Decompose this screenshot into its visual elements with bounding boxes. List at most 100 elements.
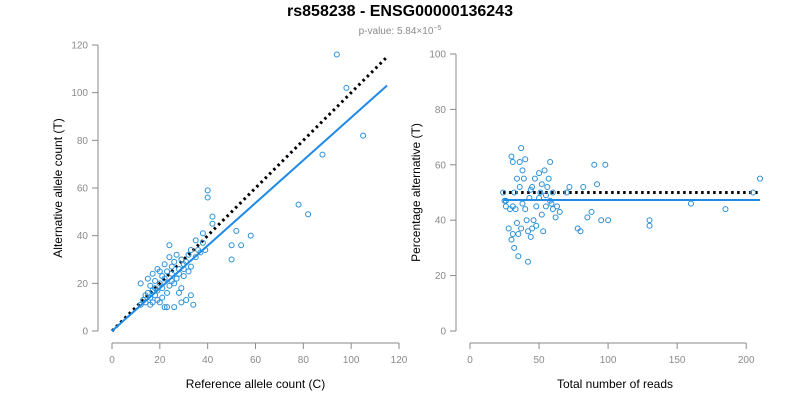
left-y-tick-label: 20 xyxy=(77,279,89,290)
left-data-point xyxy=(343,84,350,91)
left-data-point xyxy=(171,280,178,287)
right-data-point xyxy=(518,145,525,152)
right-data-point xyxy=(542,203,549,210)
left-data-point xyxy=(228,256,235,263)
left-data-point xyxy=(183,297,190,304)
right-data-point xyxy=(598,217,605,224)
right-y-tick-label: 100 xyxy=(429,50,446,61)
right-y-tick-label: 0 xyxy=(440,327,446,338)
right-data-point xyxy=(526,195,533,202)
right-data-point xyxy=(529,225,536,232)
right-data-point xyxy=(594,181,601,188)
right-data-point xyxy=(522,156,529,163)
right-y-tick-label: 60 xyxy=(435,160,447,171)
left-data-point xyxy=(187,246,194,253)
p-value-exponent: −5 xyxy=(433,25,442,32)
left-data-point xyxy=(168,263,175,270)
left-data-point xyxy=(204,194,211,201)
left-x-axis-title: Reference allele count (C) xyxy=(186,377,325,391)
right-data-point xyxy=(545,175,552,182)
figure-title: rs858238 - ENSG00000136243 xyxy=(287,3,513,20)
right-data-point xyxy=(518,225,525,232)
right-data-point xyxy=(556,208,563,215)
left-y-tick-label: 0 xyxy=(82,327,88,338)
right-data-point xyxy=(502,203,509,210)
right-data-point xyxy=(533,203,540,210)
right-data-point xyxy=(605,217,612,224)
right-data-point xyxy=(549,189,556,196)
left-data-point xyxy=(190,301,197,308)
right-data-point xyxy=(500,189,507,196)
left-x-tick-label: 120 xyxy=(391,355,408,366)
left-data-point xyxy=(178,256,185,263)
right-y-axis-title: Percentage alternative (T) xyxy=(409,123,423,262)
left-data-point xyxy=(209,220,216,227)
right-data-point xyxy=(541,167,548,174)
right-data-point xyxy=(519,167,526,174)
right-data-point xyxy=(540,228,547,235)
left-data-point xyxy=(187,292,194,299)
left-y-axis-title: Alternative allele count (T) xyxy=(51,118,65,257)
right-data-point xyxy=(530,217,537,224)
left-data-point xyxy=(166,254,173,261)
right-data-point xyxy=(523,217,530,224)
right-data-point xyxy=(549,206,556,213)
left-data-point xyxy=(185,268,192,275)
left-data-point xyxy=(147,294,154,301)
right-data-point xyxy=(511,189,518,196)
right-data-point xyxy=(508,153,515,160)
right-data-point xyxy=(509,159,516,166)
left-data-point xyxy=(171,304,178,311)
left-data-point xyxy=(161,275,168,282)
left-x-tick-label: 100 xyxy=(343,355,360,366)
left-data-point xyxy=(168,270,175,277)
right-x-axis-title: Total number of reads xyxy=(557,377,673,391)
left-data-point xyxy=(149,270,156,277)
left-data-point xyxy=(178,285,185,292)
right-data-point xyxy=(536,195,543,202)
left-data-point xyxy=(202,246,209,253)
left-data-point xyxy=(144,289,151,296)
left-data-point xyxy=(137,301,144,308)
p-value-subtitle: p-value: 5.84×10−5 xyxy=(0,25,800,37)
left-data-point xyxy=(159,285,166,292)
right-data-point xyxy=(525,258,531,265)
left-y-tick-label: 100 xyxy=(71,88,88,99)
left-data-point xyxy=(175,270,182,277)
right-data-point xyxy=(750,189,757,196)
left-y-tick-label: 80 xyxy=(77,136,89,147)
left-data-point xyxy=(166,242,173,249)
left-data-point xyxy=(137,280,144,287)
right-data-point xyxy=(519,200,526,207)
left-data-point xyxy=(173,251,180,258)
left-data-point xyxy=(199,230,206,237)
right-data-point xyxy=(552,214,559,221)
right-data-point xyxy=(505,225,512,232)
right-x-tick-label: 150 xyxy=(669,355,686,366)
left-data-point xyxy=(305,211,312,218)
right-data-point xyxy=(588,208,595,215)
right-panel: 0 50 100 150 200 0 20 40 60 80 100 Total number of … xyxy=(409,50,763,391)
right-data-point xyxy=(509,231,516,238)
left-x-tick-label: 60 xyxy=(250,355,262,366)
left-data-point xyxy=(175,289,182,296)
right-data-point xyxy=(538,181,545,188)
right-data-point xyxy=(548,200,555,207)
right-data-point xyxy=(757,175,763,182)
left-panel: 0 20 40 60 80 100 120 0 20 40 60 80 100 120 Reference … xyxy=(51,41,408,392)
left-data-point xyxy=(164,289,171,296)
left-reference-line xyxy=(110,55,389,333)
right-data-point xyxy=(646,222,653,229)
left-data-point xyxy=(295,201,302,208)
left-data-point xyxy=(156,268,163,275)
left-data-point xyxy=(333,51,340,58)
right-y-tick-label: 20 xyxy=(435,271,447,282)
right-data-point xyxy=(687,200,694,207)
left-data-point xyxy=(156,280,163,287)
left-y-tick-label: 40 xyxy=(77,231,89,242)
right-data-point xyxy=(529,183,536,190)
left-data-point xyxy=(185,251,192,258)
right-data-point xyxy=(508,236,515,243)
right-data-point xyxy=(511,244,518,251)
left-fit-line xyxy=(111,84,388,332)
